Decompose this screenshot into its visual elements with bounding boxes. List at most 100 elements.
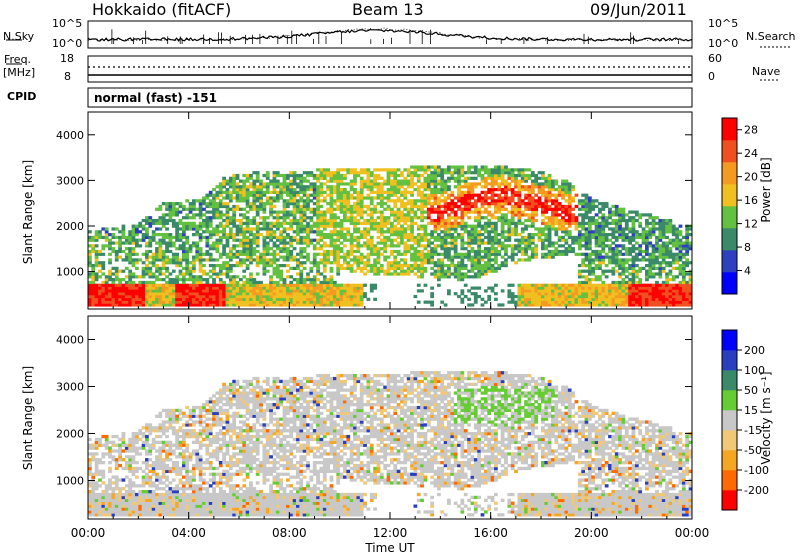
power-cell [614,283,619,287]
power-cell [507,210,512,214]
power-cell [249,190,253,195]
power-cell [353,286,357,290]
power-cell [215,233,220,237]
power-cell [483,241,488,245]
power-cell [188,289,193,293]
power-cell [228,179,233,183]
power-cell [470,187,475,192]
power-cell [245,185,250,189]
power-cell [604,233,609,237]
power-cell [171,283,176,287]
power-cell [118,292,122,296]
power-cell [611,297,616,301]
power-cell [108,233,112,237]
power-cell [544,294,549,299]
power-cell [645,213,649,217]
power-cell [302,283,307,287]
power-cell [483,168,488,172]
power-cell [292,247,297,251]
power-cell [426,252,431,256]
power-cell [497,249,502,254]
power-cell [373,227,377,231]
power-cell [272,173,277,178]
power-cell [440,213,445,217]
power-cell [329,292,334,296]
power-cell [433,272,438,276]
power-cell [332,303,337,307]
power-cell [601,289,606,293]
power-cell [275,294,280,299]
power-cell [373,224,377,228]
power-cell [373,286,377,290]
power-cell [272,221,277,225]
power-cell [604,204,609,209]
power-cell [222,227,226,231]
power-cell [285,303,290,307]
power-cell [460,244,465,248]
power-cell [235,297,240,301]
power-cell [339,173,344,178]
power-cell [232,255,237,259]
power-cell [225,216,230,220]
power-cell [604,255,609,259]
power-cell [322,171,327,175]
power-cell [645,258,649,262]
power-cell [269,258,273,262]
power-cell [104,227,109,231]
power-cell [292,187,297,192]
power-cell [279,173,284,178]
power-cell [423,244,428,248]
power-cell [346,261,351,265]
power-cell [551,187,555,192]
power-cell [557,190,562,195]
power-cell [624,269,629,273]
power-cell [343,202,347,206]
power-cell [198,213,203,217]
power-cell [537,238,542,242]
power-cell [490,190,495,195]
power-cell [426,221,431,225]
power-cell [232,252,237,256]
power-cell [343,187,347,192]
power-cell [349,286,354,290]
power-cell [326,300,330,304]
power-cell [225,272,230,276]
power-cell [175,238,179,242]
power-cell [480,224,485,228]
power-cell [390,224,394,228]
power-cell [614,300,619,304]
power-cell [242,187,247,192]
power-cell [601,235,606,240]
power-cell [571,297,575,301]
power-cell [436,187,441,192]
power-cell [195,252,200,256]
power-cell [594,283,599,287]
power-cell [356,199,361,203]
power-cell [178,238,183,242]
power-cell [108,275,112,279]
power-cell [571,185,575,189]
power-cell [296,263,300,268]
power-cell [363,266,367,270]
power-cell [252,227,257,231]
power-cell [517,216,522,220]
power-cell [594,233,599,237]
power-cell [272,233,277,237]
power-cell [634,230,639,234]
power-cell [628,297,632,301]
power-cell [574,292,579,296]
power-cell [252,207,257,211]
power-cell [490,196,495,200]
power-cell [527,255,532,259]
power-cell [242,233,247,237]
power-cell [279,216,284,220]
power-cell [621,216,626,220]
power-cell [88,280,92,285]
power-cell [215,213,220,217]
power-cell [138,292,143,296]
power-cell [564,204,569,209]
power-cell [618,286,622,290]
power-cell [551,241,555,245]
power-cell [272,294,277,299]
power-cell [561,294,565,299]
